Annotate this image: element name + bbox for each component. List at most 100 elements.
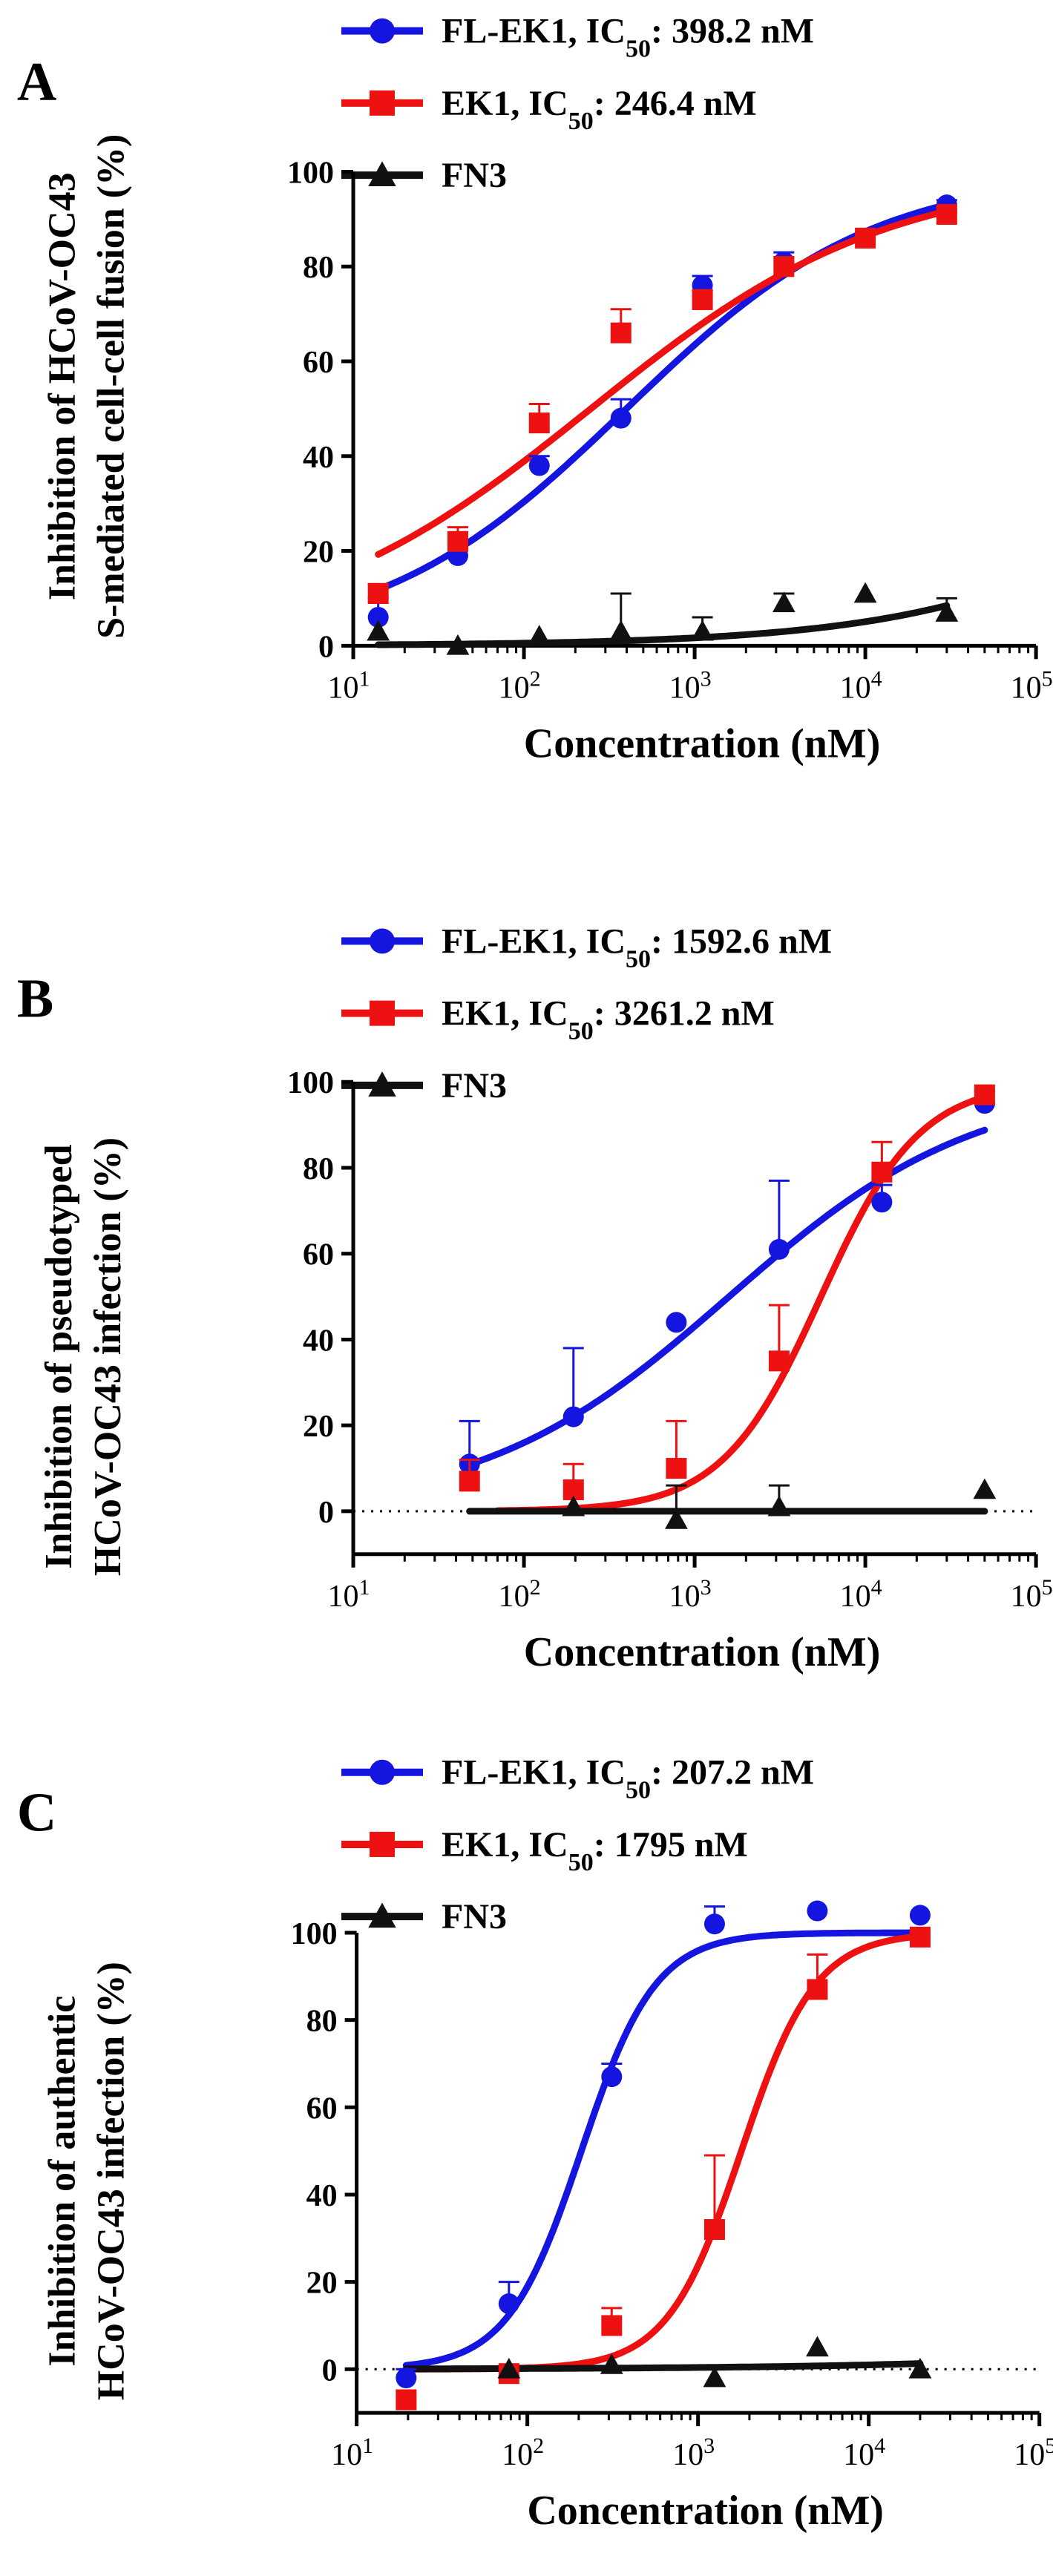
y-tick-label: 0 xyxy=(318,630,334,664)
data-point-ek1 xyxy=(909,1926,931,1948)
legend-label: FL-EK1, IC50: 398.2 nM xyxy=(442,12,814,63)
data-point-ek1 xyxy=(768,1350,790,1372)
data-point-fl-ek1 xyxy=(601,2066,623,2088)
data-point-ek1 xyxy=(855,227,876,249)
panel-label: A xyxy=(17,51,56,112)
legend-label: FL-EK1, IC50: 1592.6 nM xyxy=(442,921,832,973)
data-point-fl-ek1 xyxy=(367,606,389,628)
data-point-ek1 xyxy=(871,1161,893,1183)
data-point-ek1 xyxy=(610,322,632,344)
legend-label: FL-EK1, IC50: 207.2 nM xyxy=(442,1753,814,1804)
legend-label: FN3 xyxy=(442,1066,507,1105)
data-point-ek1 xyxy=(367,583,389,605)
data-point-fn3 xyxy=(806,2336,829,2357)
x-tick-label: 101 xyxy=(328,666,370,706)
y-tick-label: 40 xyxy=(303,441,334,475)
data-point-fl-ek1 xyxy=(498,2293,519,2315)
y-tick-label: 80 xyxy=(303,251,334,285)
x-tick-label: 102 xyxy=(499,1574,541,1614)
data-point-fn3 xyxy=(367,620,390,641)
data-point-ek1 xyxy=(807,1979,828,2000)
data-point-fl-ek1 xyxy=(807,1900,828,1922)
data-point-fn3 xyxy=(703,2366,726,2388)
data-point-fn3 xyxy=(609,620,633,641)
legend-marker xyxy=(370,928,395,954)
data-point-fl-ek1 xyxy=(528,455,550,476)
y-axis-label: Inhibition of pseudotyped HCoV-OC43 infec… xyxy=(38,1137,129,1576)
data-point-fl-ek1 xyxy=(610,407,632,429)
data-point-ek1 xyxy=(703,2219,725,2241)
y-tick-label: 0 xyxy=(322,2353,338,2388)
y-tick-label: 100 xyxy=(287,156,334,190)
x-axis-label: Concentration (nM) xyxy=(524,1629,881,1675)
legend-label: EK1, IC50: 3261.2 nM xyxy=(442,994,775,1045)
x-tick-label: 103 xyxy=(672,2434,715,2473)
panel-label: C xyxy=(17,1782,56,1843)
y-tick-label: 60 xyxy=(303,346,334,380)
y-tick-label: 80 xyxy=(306,2005,338,2039)
data-point-ek1 xyxy=(601,2315,623,2336)
fit-curve-fl-ek1 xyxy=(375,201,951,594)
fit-curve-ek1 xyxy=(375,208,951,558)
data-point-fn3 xyxy=(767,1495,791,1517)
fit-curve-fn3 xyxy=(375,602,951,648)
legend-marker xyxy=(370,18,395,44)
y-axis-label: Inhibition of HCoV-OC43 S-mediated cell-c… xyxy=(42,134,133,639)
x-tick-label: 102 xyxy=(499,666,541,706)
x-tick-label: 101 xyxy=(328,1574,370,1614)
chart-panel-c: C FL-EK1, IC50: 207.2 nM EK1, IC50: 1795 n… xyxy=(17,1753,1053,2534)
data-point-fn3 xyxy=(935,601,959,622)
x-tick-label: 102 xyxy=(502,2434,544,2473)
y-tick-label: 60 xyxy=(303,1238,334,1272)
legend-label: FN3 xyxy=(442,156,507,195)
chart-panel-a: A FL-EK1, IC50: 398.2 nM EK1, IC50: 246.4 … xyxy=(17,12,1053,767)
data-point-fn3 xyxy=(664,1508,688,1529)
legend-label: EK1, IC50: 246.4 nM xyxy=(442,84,757,135)
data-point-ek1 xyxy=(396,2389,417,2411)
x-tick-label: 105 xyxy=(1011,1574,1053,1614)
y-tick-label: 20 xyxy=(303,536,334,570)
data-point-fl-ek1 xyxy=(666,1312,687,1333)
x-axis-label: Concentration (nM) xyxy=(527,2488,884,2534)
data-point-ek1 xyxy=(447,530,469,552)
data-point-fn3 xyxy=(528,625,551,645)
data-point-fl-ek1 xyxy=(871,1192,893,1213)
fit-curve-fn3 xyxy=(402,2360,924,2373)
data-point-ek1 xyxy=(459,1471,480,1492)
data-point-fn3 xyxy=(446,634,470,655)
data-point-fn3 xyxy=(600,2353,623,2374)
legend-marker xyxy=(370,1831,395,1857)
data-point-ek1 xyxy=(974,1084,995,1105)
data-point-ek1 xyxy=(666,1458,687,1479)
data-point-fl-ek1 xyxy=(768,1238,790,1260)
legend-marker xyxy=(368,1071,396,1097)
legend-marker xyxy=(368,161,396,187)
legend-marker xyxy=(370,1759,395,1785)
data-point-fl-ek1 xyxy=(562,1406,584,1427)
x-tick-label: 104 xyxy=(840,666,882,706)
panel-label: B xyxy=(17,968,53,1029)
y-tick-label: 60 xyxy=(306,2092,338,2126)
data-point-fl-ek1 xyxy=(703,1913,725,1935)
y-tick-label: 100 xyxy=(287,1066,334,1100)
x-tick-label: 103 xyxy=(669,666,712,706)
x-tick-label: 105 xyxy=(1011,666,1053,706)
x-tick-label: 103 xyxy=(669,1574,712,1614)
legend-marker xyxy=(370,90,395,116)
fit-curve-fl-ek1 xyxy=(402,1929,924,2369)
data-point-fn3 xyxy=(908,2357,932,2379)
y-tick-label: 40 xyxy=(303,1324,334,1358)
chart-panel-b: B FL-EK1, IC50: 1592.6 nM EK1, IC50: 3261.… xyxy=(17,921,1053,1675)
y-tick-label: 20 xyxy=(303,1410,334,1444)
data-point-fn3 xyxy=(853,582,877,603)
y-tick-label: 20 xyxy=(306,2267,338,2301)
legend-label: EK1, IC50: 1795 nM xyxy=(442,1825,748,1876)
x-axis-label: Concentration (nM) xyxy=(524,720,881,766)
data-point-fn3 xyxy=(772,591,796,613)
data-point-fn3 xyxy=(691,620,714,641)
x-tick-label: 105 xyxy=(1014,2434,1053,2473)
data-point-fl-ek1 xyxy=(396,2368,417,2389)
y-tick-label: 100 xyxy=(291,1917,338,1951)
fit-curve-fl-ek1 xyxy=(466,1126,988,1468)
